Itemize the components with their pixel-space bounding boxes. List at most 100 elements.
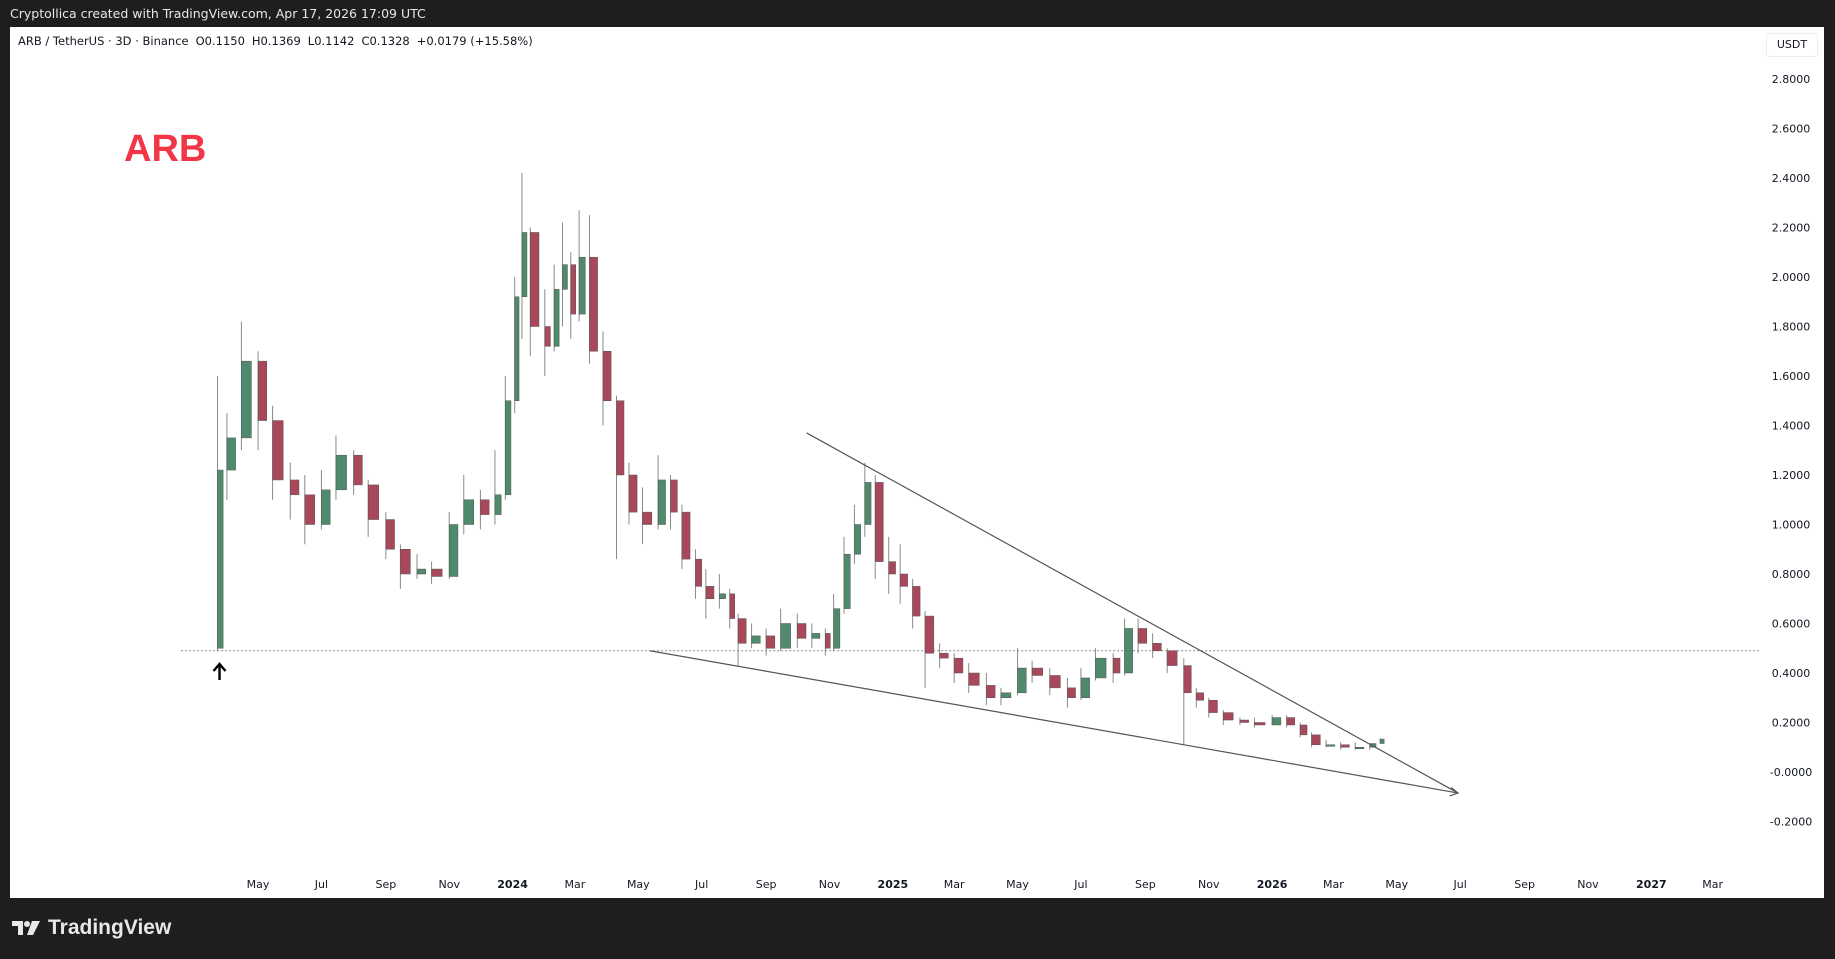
candle [226,413,236,500]
candle [1354,742,1365,750]
candle-body [1299,724,1308,736]
candle [1112,653,1121,683]
candle-body [1271,717,1282,726]
candle-body [1354,747,1365,749]
tradingview-logo[interactable]: TradingView [12,916,171,940]
candle [1286,715,1296,728]
candle-body [628,474,638,513]
candle [694,549,702,599]
candle-body [304,494,316,525]
candle [1066,677,1076,708]
price-tick-label: 1.2000 [1772,469,1811,482]
candle [304,475,316,545]
candle [1222,710,1234,725]
candle [1094,648,1107,681]
candle-body [416,568,426,575]
candle [765,628,776,656]
price-tick-label: 0.8000 [1772,568,1811,581]
low-value: L0.1142 [307,34,355,48]
candle [570,252,577,339]
candle-body [290,479,300,496]
candle-body [1223,712,1234,721]
candle-body [825,633,831,649]
candle-body [874,482,884,562]
candle-body [1017,667,1027,694]
candle-body [400,549,411,575]
time-tick-label: May [627,878,650,891]
time-tick-label: 2026 [1257,878,1288,891]
candle [1183,658,1192,745]
candle-body [257,360,268,421]
candle [1124,618,1133,676]
currency-unit-button[interactable]: USDT [1766,33,1818,57]
time-tick-label: 2027 [1636,878,1667,891]
candle [1325,739,1336,748]
candle [953,653,964,683]
candle-body [1340,744,1350,748]
candle [874,475,884,579]
candle [780,608,791,651]
candle-body [864,482,872,525]
candle [824,628,831,656]
symbol-name[interactable]: ARB / TetherUS · 3D · Binance [18,34,189,48]
time-tick-label: 2025 [878,878,909,891]
price-tick-label: -0.2000 [1770,816,1812,829]
candle [240,321,252,451]
arrow-up-icon [212,662,227,680]
candle [1271,715,1282,726]
lower-trendline [649,650,1459,794]
candle-body [642,511,653,525]
candle-body [751,635,761,644]
candle-body [589,256,598,352]
candle [399,544,411,589]
candle-body [505,400,512,496]
time-tick-label: Sep [756,878,777,891]
candle [641,487,653,545]
candle [1137,618,1148,654]
candle [448,512,459,579]
candle-body [1124,628,1133,674]
candle [463,475,474,535]
candle [1195,687,1204,708]
candle-body [843,553,851,609]
candle [1208,697,1218,718]
candle [578,210,586,322]
candle-body [272,420,284,481]
candle-body [335,454,347,491]
price-tick-label: 2.6000 [1772,123,1811,136]
candle [888,536,896,594]
candle [320,470,331,530]
candle-body [448,524,459,577]
change-value: +0.0179 (+15.58%) [416,34,533,48]
upper-trendline [806,432,1459,794]
candle-body [1325,744,1336,747]
candle [899,544,908,604]
candle-body [1152,643,1162,651]
candle-body [1112,657,1121,674]
candle-body [811,633,821,639]
candle-body [480,499,490,515]
candle [602,331,612,426]
candle [416,554,426,579]
candle-body [670,479,678,513]
candle [479,489,490,530]
close-value: C0.1328 [361,34,410,48]
candle [1080,668,1090,701]
candle-body [1049,675,1061,689]
candle [1049,668,1061,696]
candle [1311,732,1321,748]
candle-body [602,351,612,401]
candle-body [968,672,980,686]
time-tick-label: Jul [694,878,708,891]
time-tick-label: Jul [314,878,328,891]
candle [705,569,715,619]
candle [616,395,625,560]
candle-body [1067,687,1076,698]
candle [968,663,980,693]
open-value: O0.1150 [195,34,245,48]
candle-body [241,360,252,439]
chart-panel[interactable] [10,27,1824,898]
price-tick-label: 2.2000 [1772,222,1811,235]
candle-body [705,586,715,599]
